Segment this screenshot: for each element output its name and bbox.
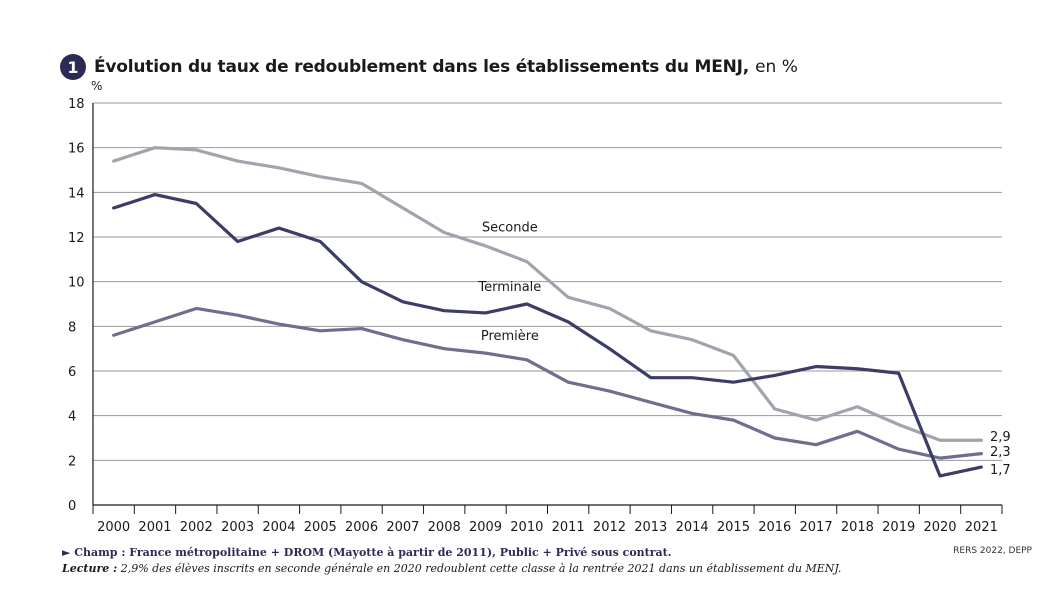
y-tick-label: 6: [68, 365, 76, 380]
chart-title: Évolution du taux de redoublement dans l…: [94, 57, 750, 77]
y-tick-label: 8: [68, 320, 76, 335]
x-tick-label: 2010: [510, 520, 543, 535]
chart-title-row: 1 Évolution du taux de redoublement dans…: [60, 53, 798, 81]
y-tick-label: 16: [68, 142, 85, 157]
series-name-label: Seconde: [482, 221, 538, 236]
end-value-label: 1,7: [990, 463, 1011, 478]
x-tick-label: 2015: [717, 520, 750, 535]
x-tick-label: 2004: [262, 520, 295, 535]
x-tick-label: 2003: [221, 520, 254, 535]
footnote-lecture-label: Lecture :: [62, 562, 118, 575]
figure-number-badge: 1: [60, 54, 86, 80]
y-tick-label: 4: [68, 410, 76, 425]
x-tick-label: 2007: [386, 520, 419, 535]
x-tick-label: 2001: [138, 520, 171, 535]
x-tick-label: 2013: [634, 520, 667, 535]
footnote-lecture-text: 2,9% des élèves inscrits en seconde géné…: [120, 562, 842, 575]
x-tick-label: 2009: [469, 520, 502, 535]
series-line-seconde: [112, 146, 983, 442]
footnote-champ: ► Champ : France métropolitaine + DROM (…: [62, 546, 672, 559]
y-tick-label: 10: [68, 276, 85, 291]
x-tick-label: 2018: [841, 520, 874, 535]
source-credit: RERS 2022, DEPP: [953, 546, 1032, 556]
x-tick-label: 2016: [758, 520, 791, 535]
x-tick-label: 2005: [304, 520, 337, 535]
end-value-label: 2,9: [990, 430, 1011, 445]
series-line-premire: [112, 306, 983, 460]
y-axis-label: %: [91, 79, 102, 93]
x-tick-label: 2020: [923, 520, 956, 535]
x-tick-label: 2000: [97, 520, 130, 535]
series-name-label: Terminale: [477, 280, 541, 295]
x-tick-label: 2011: [552, 520, 585, 535]
y-tick-label: 18: [68, 97, 85, 112]
series-line-terminale: [112, 192, 983, 478]
x-tick-label: 2002: [180, 520, 213, 535]
x-tick-label: 2014: [676, 520, 709, 535]
x-tick-label: 2006: [345, 520, 378, 535]
x-tick-label: 2021: [965, 520, 998, 535]
x-tick-label: 2017: [800, 520, 833, 535]
y-tick-label: 14: [68, 186, 85, 201]
y-tick-label: 0: [68, 499, 76, 514]
x-tick-label: 2012: [593, 520, 626, 535]
footnote-lecture: Lecture : 2,9% des élèves inscrits en se…: [62, 562, 841, 575]
series-name-label: Première: [481, 329, 539, 344]
x-tick-label: 2019: [882, 520, 915, 535]
y-tick-label: 12: [68, 231, 85, 246]
chart-title-unit: en %: [755, 57, 798, 77]
x-tick-label: 2008: [428, 520, 461, 535]
y-tick-label: 2: [68, 454, 76, 469]
end-value-label: 2,3: [990, 445, 1011, 460]
